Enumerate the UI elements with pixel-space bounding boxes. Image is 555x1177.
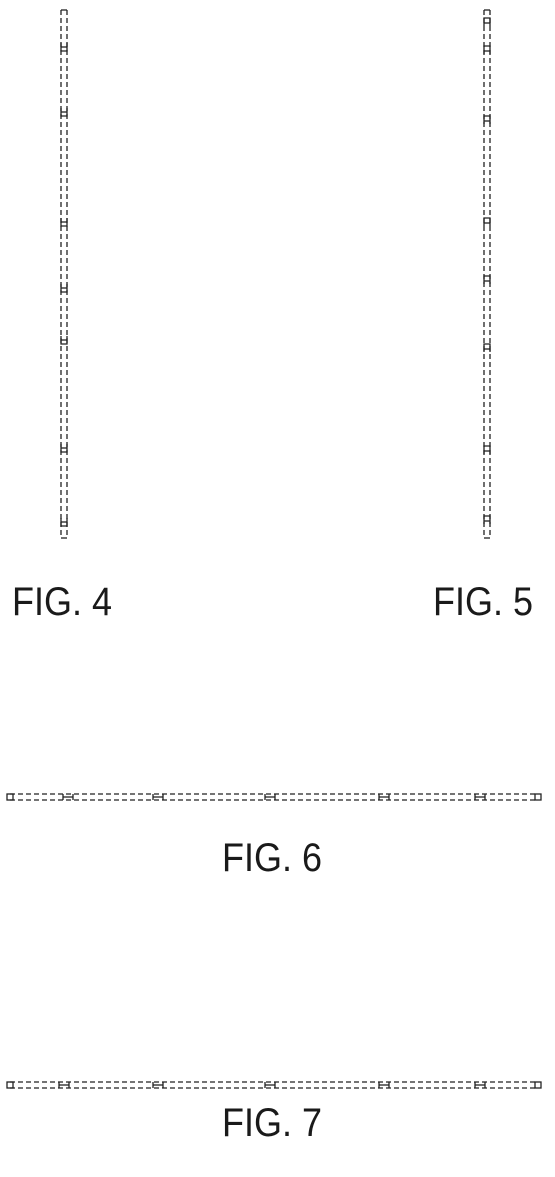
fig7-marker-2 (153, 1082, 163, 1088)
fig-7-label: FIG. 7 (222, 1103, 322, 1143)
fig7-end-cap-2 (535, 1082, 541, 1088)
fig4-marker-3 (61, 218, 67, 226)
fig5-marker-4 (484, 218, 490, 226)
fig7-marker-4 (379, 1082, 389, 1088)
fig5-strip (484, 10, 490, 538)
fig5-marker-6 (484, 344, 490, 352)
fig4-marker-2 (61, 108, 67, 116)
fig7-marker-3 (265, 1082, 275, 1088)
fig6-marker-4 (379, 794, 389, 800)
fig7-marker-5 (475, 1082, 485, 1088)
fig4-marker-4 (61, 284, 67, 292)
fig7-marker-1 (59, 1082, 69, 1088)
fig6-strip (7, 794, 541, 800)
fig5-marker-2 (484, 46, 490, 54)
fig7-strip (7, 1082, 541, 1088)
fig5-marker-5 (484, 276, 490, 284)
fig4-marker-7 (61, 518, 67, 526)
fig4-strip (61, 10, 67, 538)
fig6-marker-2 (153, 794, 163, 800)
fig-4-label: FIG. 4 (12, 582, 112, 622)
fig6-end-cap-1 (7, 794, 13, 800)
fig5-marker-3 (484, 116, 490, 124)
fig-6-label: FIG. 6 (222, 838, 322, 878)
fig4-marker-6 (61, 444, 67, 452)
fig5-marker-8 (484, 516, 490, 524)
fig5-marker-7 (484, 446, 490, 454)
fig7-end-cap-1 (7, 1082, 13, 1088)
fig6-marker-1 (63, 794, 73, 800)
fig4-marker-1 (61, 43, 67, 51)
fig6-marker-3 (265, 794, 275, 800)
fig5-marker-1 (484, 18, 490, 26)
fig4-marker-5 (61, 336, 67, 344)
fig6-marker-5 (475, 794, 485, 800)
fig-5-label: FIG. 5 (433, 582, 533, 622)
fig6-end-cap-2 (535, 794, 541, 800)
